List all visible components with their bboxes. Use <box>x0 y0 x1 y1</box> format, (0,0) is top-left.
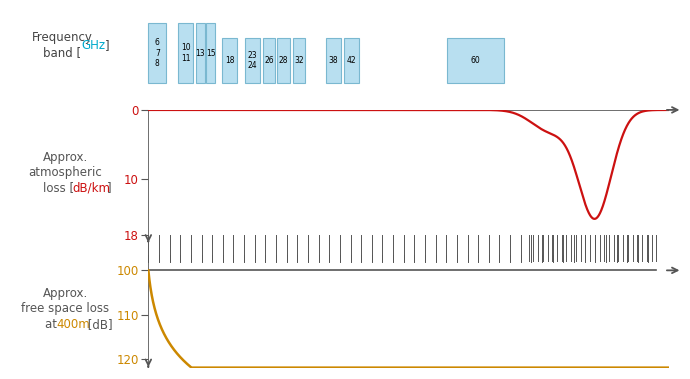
Text: at: at <box>45 318 61 330</box>
Text: free space loss: free space loss <box>21 302 110 315</box>
Text: 10
11: 10 11 <box>181 43 190 63</box>
Text: 400m: 400m <box>57 318 90 330</box>
Text: 13: 13 <box>196 49 205 58</box>
Text: ]: ] <box>107 181 111 194</box>
Text: atmospheric: atmospheric <box>29 166 102 179</box>
Text: 28: 28 <box>279 56 288 65</box>
Text: 6
7
8: 6 7 8 <box>155 38 160 68</box>
Text: 26: 26 <box>264 56 274 65</box>
Text: 32: 32 <box>294 56 304 65</box>
Text: ]: ] <box>105 39 109 52</box>
Text: 42: 42 <box>347 56 357 65</box>
Text: [dB]: [dB] <box>84 318 112 330</box>
Text: dB/km: dB/km <box>72 181 111 194</box>
Text: Approx.: Approx. <box>43 287 88 300</box>
Text: 18: 18 <box>225 56 235 65</box>
Text: 23
24: 23 24 <box>248 51 257 70</box>
Text: 38: 38 <box>328 56 338 65</box>
Text: loss [: loss [ <box>43 181 75 194</box>
Text: GHz: GHz <box>81 39 105 52</box>
Text: 60: 60 <box>471 56 480 65</box>
Text: Frequency
band [: Frequency band [ <box>32 31 92 60</box>
Text: Approx.: Approx. <box>43 151 88 164</box>
Text: 15: 15 <box>206 49 215 58</box>
